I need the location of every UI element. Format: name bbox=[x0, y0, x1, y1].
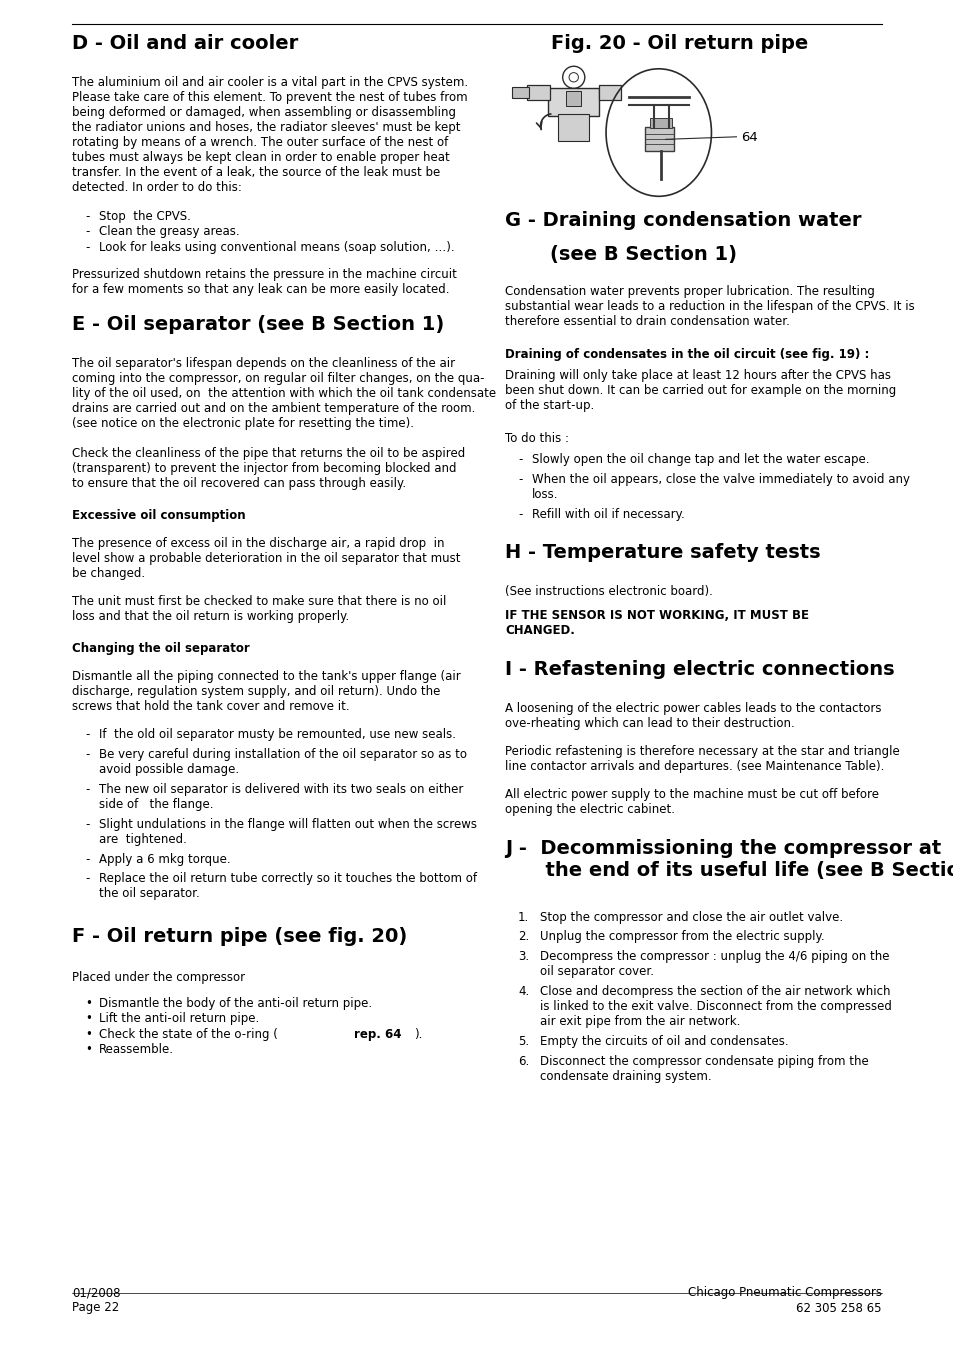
Text: Check the state of the o-ring (: Check the state of the o-ring ( bbox=[99, 1028, 277, 1042]
Text: -: - bbox=[517, 508, 522, 520]
Text: 5.: 5. bbox=[517, 1035, 529, 1048]
Text: F - Oil return pipe (see fig. 20): F - Oil return pipe (see fig. 20) bbox=[71, 928, 407, 947]
Text: -: - bbox=[85, 240, 90, 254]
Text: -: - bbox=[85, 873, 90, 885]
Text: •: • bbox=[85, 1043, 91, 1056]
Text: Stop  the CPVS.: Stop the CPVS. bbox=[99, 209, 191, 223]
Text: •: • bbox=[85, 1012, 91, 1025]
Text: 64: 64 bbox=[740, 131, 758, 143]
Text: Unplug the compressor from the electric supply.: Unplug the compressor from the electric … bbox=[539, 931, 823, 943]
Text: D - Oil and air cooler: D - Oil and air cooler bbox=[71, 34, 298, 53]
Text: Disconnect the compressor condensate piping from the
condensate draining system.: Disconnect the compressor condensate pip… bbox=[539, 1055, 868, 1082]
Bar bbox=[526, 85, 549, 100]
Text: Lift the anti-oil return pipe.: Lift the anti-oil return pipe. bbox=[99, 1012, 259, 1025]
Text: The new oil separator is delivered with its two seals on either
side of   the fl: The new oil separator is delivered with … bbox=[99, 784, 463, 811]
Text: Changing the oil separator: Changing the oil separator bbox=[71, 643, 250, 655]
Bar bbox=[511, 88, 528, 97]
Text: Periodic refastening is therefore necessary at the star and triangle
line contac: Periodic refastening is therefore necess… bbox=[504, 744, 899, 773]
Bar bbox=[598, 85, 619, 100]
Text: -: - bbox=[85, 209, 90, 223]
Text: rep. 64: rep. 64 bbox=[354, 1028, 401, 1042]
Bar bbox=[565, 91, 580, 107]
Text: Empty the circuits of oil and condensates.: Empty the circuits of oil and condensate… bbox=[539, 1035, 788, 1048]
Text: -: - bbox=[85, 852, 90, 866]
Text: Stop the compressor and close the air outlet valve.: Stop the compressor and close the air ou… bbox=[539, 911, 842, 924]
Text: 6.: 6. bbox=[517, 1055, 529, 1067]
Text: Page 22: Page 22 bbox=[71, 1301, 119, 1315]
Text: -: - bbox=[85, 784, 90, 796]
Text: Slowly open the oil change tap and let the water escape.: Slowly open the oil change tap and let t… bbox=[532, 454, 868, 466]
Text: 4.: 4. bbox=[517, 985, 529, 998]
Text: 01/2008: 01/2008 bbox=[71, 1286, 120, 1300]
Text: Draining will only take place at least 12 hours after the CPVS has
been shut dow: Draining will only take place at least 1… bbox=[504, 369, 895, 412]
Text: 1.: 1. bbox=[517, 911, 529, 924]
Text: Pressurized shutdown retains the pressure in the machine circuit
for a few momen: Pressurized shutdown retains the pressur… bbox=[71, 269, 456, 296]
Text: Apply a 6 mkg torque.: Apply a 6 mkg torque. bbox=[99, 852, 231, 866]
Bar bbox=[644, 127, 674, 151]
Text: The oil separator's lifespan depends on the cleanliness of the air
coming into t: The oil separator's lifespan depends on … bbox=[71, 358, 496, 431]
Text: -: - bbox=[517, 473, 522, 486]
Text: 3.: 3. bbox=[517, 950, 529, 963]
Text: Slight undulations in the flange will flatten out when the screws
are  tightened: Slight undulations in the flange will fl… bbox=[99, 817, 476, 846]
Text: IF THE SENSOR IS NOT WORKING, IT MUST BE
CHANGED.: IF THE SENSOR IS NOT WORKING, IT MUST BE… bbox=[504, 609, 808, 636]
Text: -: - bbox=[85, 817, 90, 831]
Text: Decompress the compressor : unplug the 4/6 piping on the
oil separator cover.: Decompress the compressor : unplug the 4… bbox=[539, 950, 888, 978]
Text: Excessive oil consumption: Excessive oil consumption bbox=[71, 509, 245, 523]
Text: ).: ). bbox=[414, 1028, 422, 1042]
Text: Replace the oil return tube correctly so it touches the bottom of
the oil separa: Replace the oil return tube correctly so… bbox=[99, 873, 476, 901]
Text: •: • bbox=[85, 997, 91, 1011]
Bar bbox=[548, 88, 598, 116]
Text: •: • bbox=[85, 1028, 91, 1042]
Text: Reassemble.: Reassemble. bbox=[99, 1043, 173, 1056]
Text: E - Oil separator (see B Section 1): E - Oil separator (see B Section 1) bbox=[71, 316, 444, 335]
Text: Check the cleanliness of the pipe that returns the oil to be aspired
(transparen: Check the cleanliness of the pipe that r… bbox=[71, 447, 465, 490]
Text: G - Draining condensation water: G - Draining condensation water bbox=[504, 211, 861, 230]
Text: Be very careful during installation of the oil separator so as to
avoid possible: Be very careful during installation of t… bbox=[99, 748, 467, 775]
Text: The aluminium oil and air cooler is a vital part in the CPVS system.
Please take: The aluminium oil and air cooler is a vi… bbox=[71, 76, 468, 195]
Text: Draining of condensates in the oil circuit (see fig. 19) :: Draining of condensates in the oil circu… bbox=[504, 347, 868, 361]
Text: If  the old oil separator musty be remounted, use new seals.: If the old oil separator musty be remoun… bbox=[99, 728, 456, 742]
Text: When the oil appears, close the valve immediately to avoid any
loss.: When the oil appears, close the valve im… bbox=[532, 473, 909, 501]
Text: To do this :: To do this : bbox=[504, 432, 568, 444]
Text: Placed under the compressor: Placed under the compressor bbox=[71, 971, 245, 985]
Text: (see B Section 1): (see B Section 1) bbox=[550, 246, 737, 265]
Text: Clean the greasy areas.: Clean the greasy areas. bbox=[99, 226, 239, 239]
Text: 2.: 2. bbox=[517, 931, 529, 943]
Text: Refill with oil if necessary.: Refill with oil if necessary. bbox=[532, 508, 684, 520]
Text: A loosening of the electric power cables leads to the contactors
ove-rheating wh: A loosening of the electric power cables… bbox=[504, 701, 881, 730]
Text: 62 305 258 65: 62 305 258 65 bbox=[796, 1301, 882, 1315]
Text: Condensation water prevents proper lubrication. The resulting
substantial wear l: Condensation water prevents proper lubri… bbox=[504, 285, 914, 328]
Bar bbox=[558, 113, 588, 141]
Text: Dismantle all the piping connected to the tank's upper flange (air
discharge, re: Dismantle all the piping connected to th… bbox=[71, 670, 460, 713]
Text: -: - bbox=[517, 454, 522, 466]
Text: Chicago Pneumatic Compressors: Chicago Pneumatic Compressors bbox=[687, 1286, 882, 1300]
Text: (See instructions electronic board).: (See instructions electronic board). bbox=[504, 585, 712, 598]
Text: J -  Decommissioning the compressor at
      the end of its useful life (see B S: J - Decommissioning the compressor at th… bbox=[504, 839, 953, 880]
Text: The unit must first be checked to make sure that there is no oil
loss and that t: The unit must first be checked to make s… bbox=[71, 596, 446, 624]
Text: -: - bbox=[85, 748, 90, 761]
Text: -: - bbox=[85, 728, 90, 742]
Text: Close and decompress the section of the air network which
is linked to the exit : Close and decompress the section of the … bbox=[539, 985, 891, 1028]
Text: All electric power supply to the machine must be cut off before
opening the elec: All electric power supply to the machine… bbox=[504, 788, 878, 816]
Text: Fig. 20 - Oil return pipe: Fig. 20 - Oil return pipe bbox=[550, 34, 807, 53]
Bar bbox=[650, 118, 671, 128]
Text: The presence of excess oil in the discharge air, a rapid drop  in
level show a p: The presence of excess oil in the discha… bbox=[71, 536, 460, 580]
Text: Look for leaks using conventional means (soap solution, …).: Look for leaks using conventional means … bbox=[99, 240, 455, 254]
Text: Dismantle the body of the anti-oil return pipe.: Dismantle the body of the anti-oil retur… bbox=[99, 997, 372, 1011]
Text: I - Refastening electric connections: I - Refastening electric connections bbox=[504, 659, 894, 678]
Text: H - Temperature safety tests: H - Temperature safety tests bbox=[504, 543, 820, 562]
Text: -: - bbox=[85, 226, 90, 239]
